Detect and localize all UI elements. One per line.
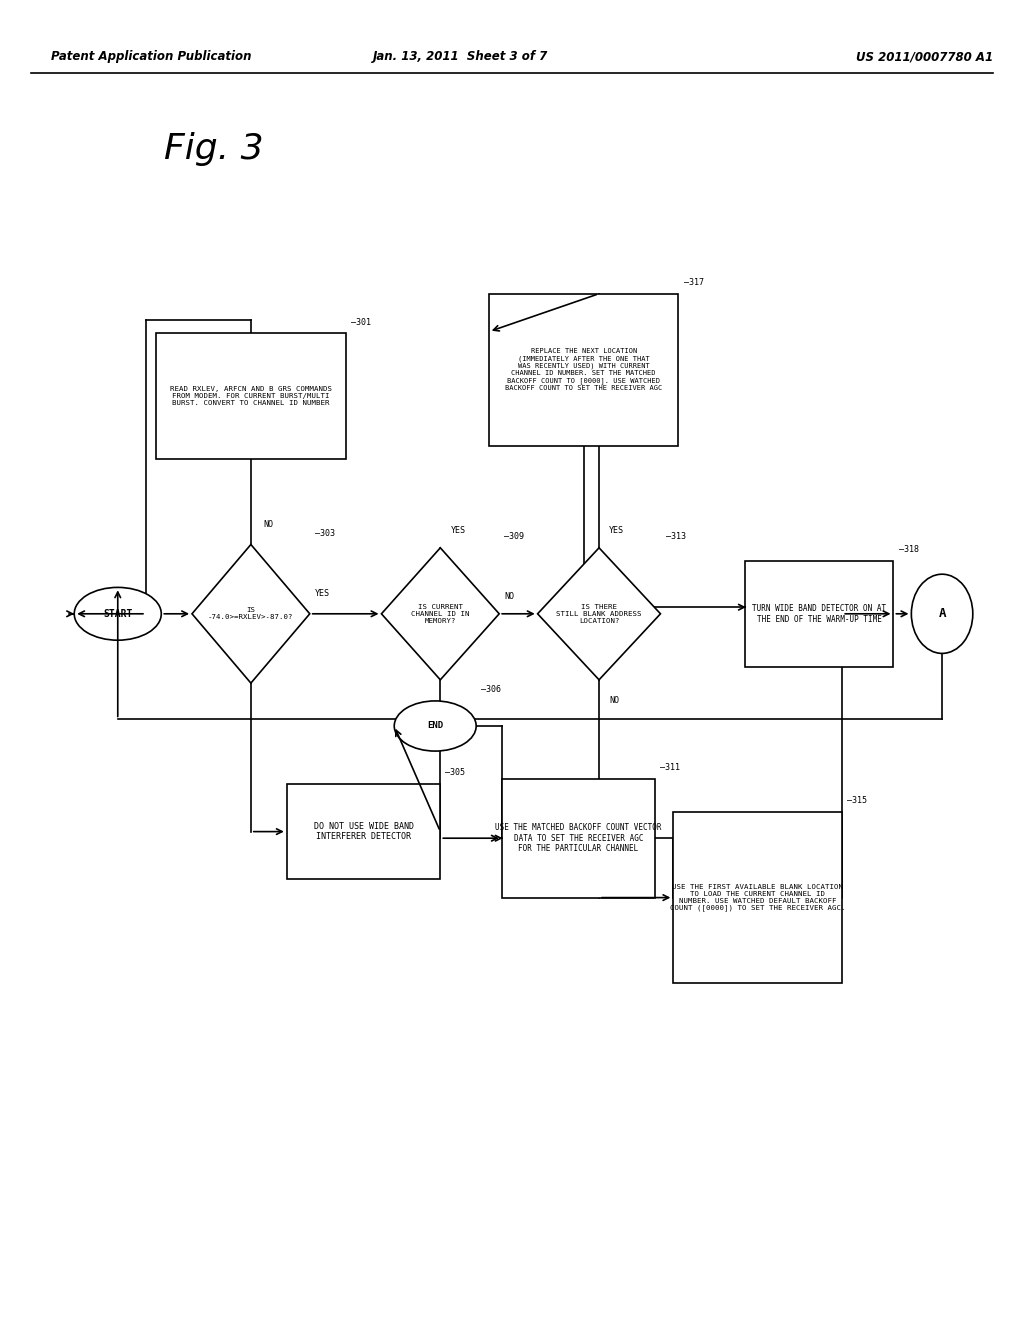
- Text: USE THE FIRST AVAILABLE BLANK LOCATION
TO LOAD THE CURRENT CHANNEL ID
NUMBER. US: USE THE FIRST AVAILABLE BLANK LOCATION T…: [670, 883, 846, 912]
- FancyBboxPatch shape: [745, 561, 893, 667]
- FancyBboxPatch shape: [287, 784, 440, 879]
- Polygon shape: [538, 548, 660, 680]
- Text: A: A: [938, 607, 946, 620]
- FancyBboxPatch shape: [502, 779, 655, 898]
- FancyBboxPatch shape: [674, 812, 842, 983]
- Text: —313: —313: [666, 532, 686, 541]
- Ellipse shape: [394, 701, 476, 751]
- Text: START: START: [103, 609, 132, 619]
- Text: DO NOT USE WIDE BAND
INTERFERER DETECTOR: DO NOT USE WIDE BAND INTERFERER DETECTOR: [313, 822, 414, 841]
- Polygon shape: [193, 544, 309, 682]
- Circle shape: [911, 574, 973, 653]
- Text: —311: —311: [660, 763, 681, 772]
- Text: —303: —303: [315, 529, 335, 539]
- Text: IS THERE
STILL BLANK ADDRESS
LOCATION?: IS THERE STILL BLANK ADDRESS LOCATION?: [556, 603, 642, 624]
- Text: REPLACE THE NEXT LOCATION
(IMMEDIATELY AFTER THE ONE THAT
WAS RECENTLY USED) WIT: REPLACE THE NEXT LOCATION (IMMEDIATELY A…: [505, 348, 663, 391]
- Text: —309: —309: [504, 532, 524, 541]
- Text: IS
-74.0>=RXLEV>-87.0?: IS -74.0>=RXLEV>-87.0?: [208, 607, 294, 620]
- Text: YES: YES: [451, 525, 466, 535]
- Text: YES: YES: [609, 525, 625, 535]
- Text: NO: NO: [609, 696, 620, 705]
- Polygon shape: [381, 548, 500, 680]
- FancyBboxPatch shape: [488, 294, 678, 446]
- Text: —306: —306: [481, 685, 502, 694]
- Text: USE THE MATCHED BACKOFF COUNT VECTOR
DATA TO SET THE RECEIVER AGC
FOR THE PARTIC: USE THE MATCHED BACKOFF COUNT VECTOR DAT…: [496, 824, 662, 853]
- Text: —317: —317: [684, 279, 703, 288]
- Text: Fig. 3: Fig. 3: [164, 132, 263, 166]
- Text: —301: —301: [350, 318, 371, 327]
- Text: NO: NO: [263, 520, 273, 528]
- Text: END: END: [427, 722, 443, 730]
- Text: Jan. 13, 2011  Sheet 3 of 7: Jan. 13, 2011 Sheet 3 of 7: [373, 50, 549, 63]
- Text: READ RXLEV, ARFCN AND B GRS COMMANDS
FROM MODEM. FOR CURRENT BURST/MULTI
BURST. : READ RXLEV, ARFCN AND B GRS COMMANDS FRO…: [170, 385, 332, 407]
- Text: —318: —318: [899, 545, 919, 554]
- Text: —305: —305: [445, 768, 466, 777]
- Text: NO: NO: [504, 591, 514, 601]
- Text: YES: YES: [315, 589, 330, 598]
- Text: —315: —315: [848, 796, 867, 805]
- Ellipse shape: [75, 587, 162, 640]
- Text: TURN WIDE BAND DETECTOR ON AT
THE END OF THE WARM-UP TIME: TURN WIDE BAND DETECTOR ON AT THE END OF…: [753, 605, 886, 623]
- FancyBboxPatch shape: [156, 334, 346, 459]
- Text: Patent Application Publication: Patent Application Publication: [51, 50, 252, 63]
- Text: US 2011/0007780 A1: US 2011/0007780 A1: [856, 50, 993, 63]
- Text: IS CURRENT
CHANNEL ID IN
MEMORY?: IS CURRENT CHANNEL ID IN MEMORY?: [411, 603, 470, 624]
